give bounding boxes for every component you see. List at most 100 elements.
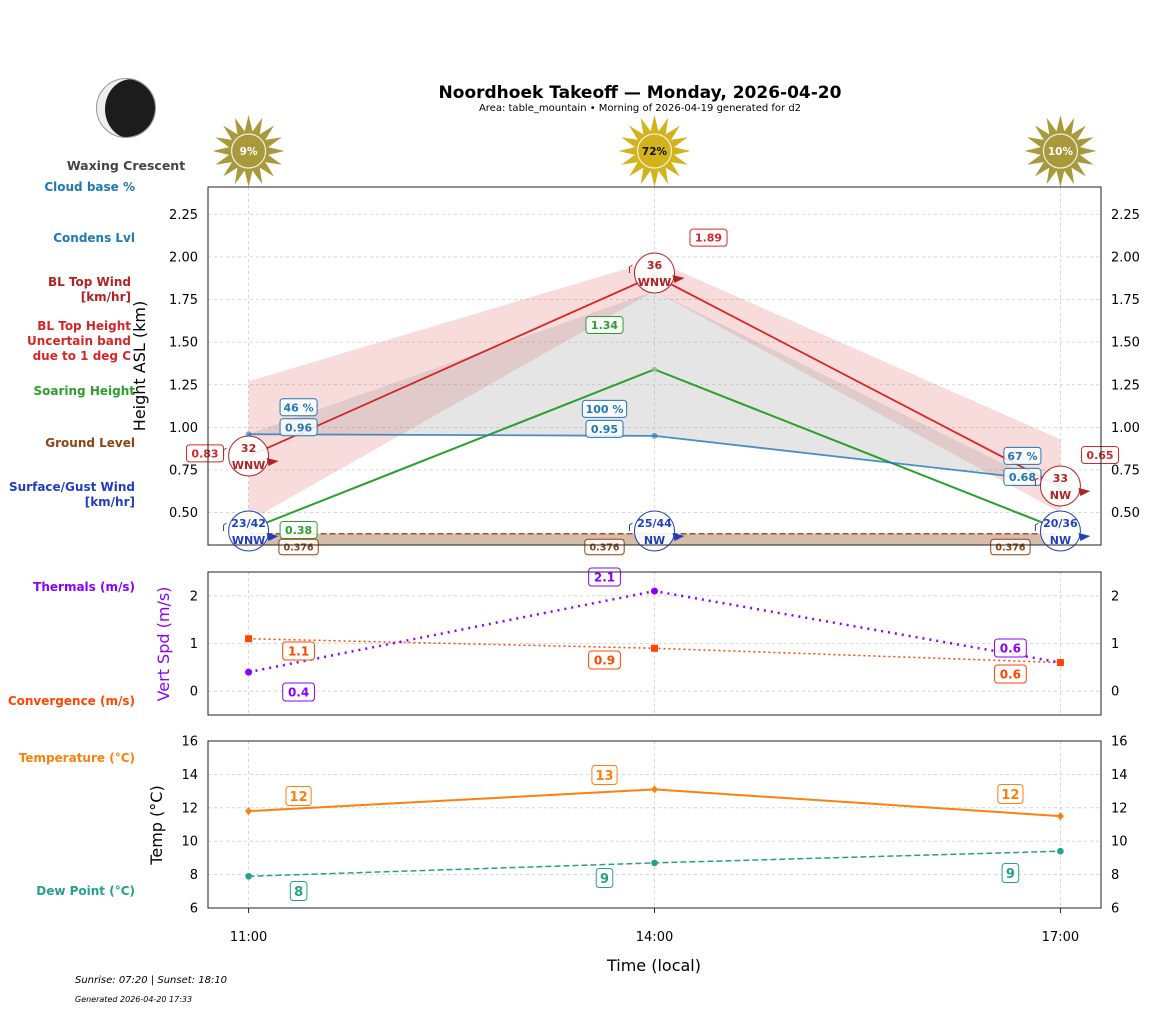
temperature-label-box [997,784,1024,804]
bl-wind-barb-icon [223,447,227,456]
surface-wind-direction: WNW [232,534,265,547]
surface-wind-circle [1039,510,1081,552]
cloud-cover-label-box [581,399,628,418]
height-panel-ytick-left: 2.25 [169,208,198,223]
cloud-cover-label: 46 % [284,401,314,414]
sun-disc [636,133,673,169]
legend-condens: Condens Lvl [53,231,135,245]
legend-ground: Ground Level [45,436,135,450]
vert-panel-ytick-left: 1 [190,637,198,652]
surface-wind-arrow-icon [672,533,685,541]
legend-surface-wind: Surface/Gust Wind [km/hr] [9,480,135,509]
cloud-fill [248,290,1061,493]
soaring-label-box [585,316,624,334]
legend-bl-wind: BL Top Wind [km/hr] [47,275,131,304]
bl-wind-speed: 33 [1053,472,1068,485]
vert-panel-ytick-right: 2 [1111,589,1119,604]
vert-panel-frame [207,571,1102,716]
height-panel-ytick-left: 1.00 [169,421,198,436]
thermal-label: 2.1 [594,570,615,584]
temp-panel-ytick-left: 12 [181,801,198,816]
height-panel-ytick-right: 0.50 [1111,506,1140,521]
surface-wind-speed: 25/44 [637,517,672,530]
temperature-point [245,807,253,816]
bl-wind-arrow-icon [266,458,279,466]
cloud-cover-label-box [1003,446,1042,465]
height-panel-ytick-left: 1.25 [169,378,198,393]
surface-wind-barb-icon [1034,522,1039,531]
legend-bl-top: BL Top Height Uncertain band due to 1 de… [27,319,131,363]
vert-axis-label: Vert Spd (m/s) [154,587,173,702]
thermal-label-box [282,682,315,702]
chart-subtitle: Area: table_mountain • Morning of 2026-0… [478,103,802,114]
surface-wind-direction: NW [1050,534,1071,547]
height-panel-ytick-right: 0.75 [1111,463,1140,478]
convergence-label: 1.1 [288,644,309,658]
xtick-label: 17:00 [1042,930,1079,945]
soaring-label: 1.34 [591,319,618,332]
temp-panel-ytick-right: 10 [1111,835,1128,850]
dewpoint-point [1057,847,1064,855]
bl-wind-circle [634,252,675,294]
convergence-label: 0.9 [594,653,615,667]
dewpoint-label-box [1001,863,1020,883]
dewpoint-label: 8 [294,885,303,900]
ground-label-box [990,538,1031,556]
condens-label-box [1003,467,1042,486]
sun-disc [1042,133,1079,169]
thermal-label: 0.6 [1000,641,1021,655]
soaring-label: 0.38 [285,524,312,537]
temp-panel-ytick-right: 16 [1111,735,1128,750]
height-panel-ytick-left: 0.50 [169,506,198,521]
convergence-label: 0.6 [1000,667,1021,681]
soaring-label-box [279,521,318,539]
temperature-point [1056,812,1064,821]
thermal-label: 0.4 [288,685,309,699]
vert-panel-ytick-right: 1 [1111,637,1119,652]
convergence-point [1056,659,1064,667]
condens-label-box [279,418,318,437]
moon-phase-label: Waxing Crescent [66,158,186,173]
temp-panel-ytick-right: 14 [1111,768,1128,783]
chart-title: Noordhoek Takeoff — Monday, 2026-04-20 [438,83,842,103]
surface-wind-arrow-icon [1078,533,1091,541]
sun-percent: 72% [642,146,668,158]
height-panel-ytick-left: 1.50 [169,336,198,351]
dewpoint-label: 9 [1006,867,1015,882]
temp-panel-ytick-left: 6 [190,902,198,917]
height-panel-ytick-right: 1.50 [1111,336,1140,351]
temperature-label-box [285,786,312,806]
surface-wind-arrow-icon [266,533,279,541]
dewpoint-label: 9 [600,872,609,887]
sun-percent: 9% [240,146,258,158]
height-panel-ytick-right: 1.00 [1111,421,1140,436]
surface-wind-circle [228,510,270,552]
bl-top-label: 1.89 [695,232,722,245]
temp-panel-ytick-left: 8 [190,868,198,883]
sun-percent: 10% [1048,146,1074,158]
condens-label-box [585,419,624,438]
temp-axis-label: Temp (°C) [147,785,166,865]
dewpoint-point [651,859,658,867]
convergence-point [651,644,658,652]
bl-wind-speed: 32 [241,442,256,455]
legend-cloud-base: Cloud base % [44,180,135,194]
bl-top-label-box [1080,446,1120,465]
condens-point [651,432,658,439]
height-panel-ytick-right: 1.75 [1111,293,1140,308]
generated-time: Generated 2026-04-20 17:33 [75,995,193,1004]
bl-wind-arrow-icon [672,275,685,283]
height-panel-ytick-left: 0.75 [169,463,198,478]
temp-panel-ytick-left: 14 [181,768,198,783]
ground-label: 0.376 [995,543,1025,554]
bl-wind-barb-icon [1034,477,1039,486]
temperature-point [651,785,658,794]
vert-panel-ytick-left: 2 [190,589,198,604]
vert-panel-ytick-left: 0 [190,685,198,700]
vert-panel-ytick-right: 0 [1111,685,1119,700]
temp-panel-ytick-left: 10 [181,835,198,850]
sunrise-sunset: Sunrise: 07:20 | Sunset: 18:10 [75,975,228,986]
bl-wind-circle [228,435,270,477]
